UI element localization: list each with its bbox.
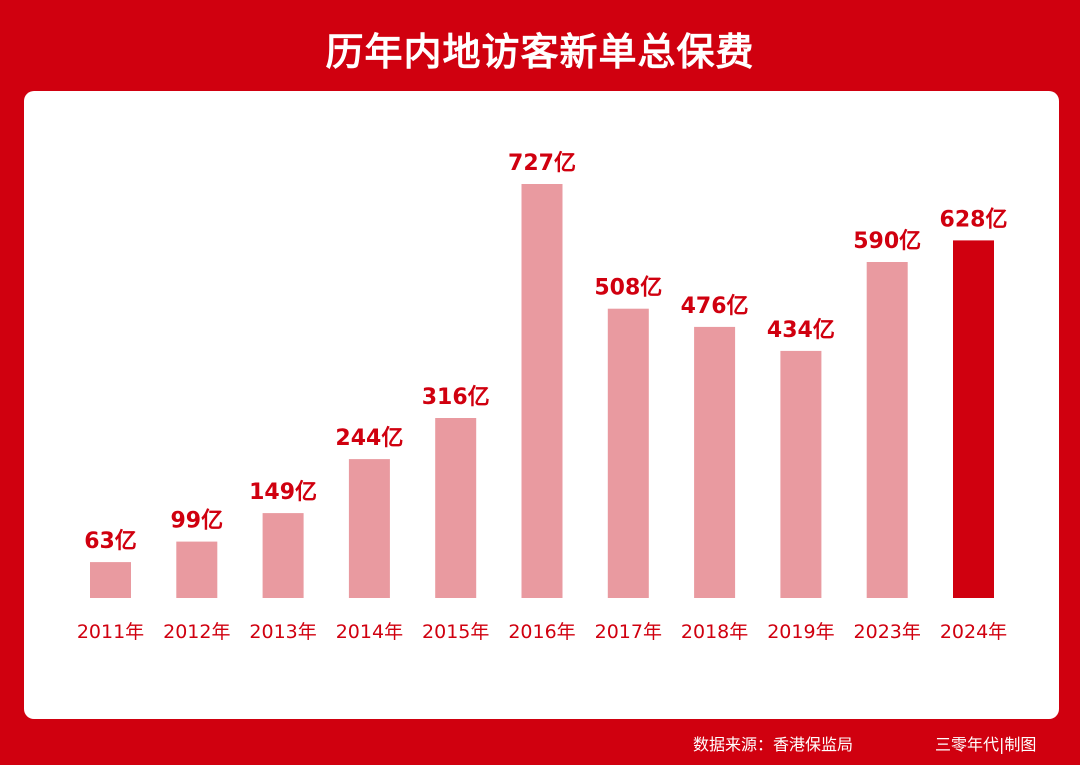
value-label: 316亿 [422,385,490,410]
x-tick-label: 2011年 [77,621,144,643]
bar-2015年 [435,418,477,598]
x-tick-label: 2023年 [854,621,921,643]
bar-2017年 [607,308,649,598]
value-label: 244亿 [335,426,403,451]
x-tick-label: 2015年 [422,621,489,643]
bar-2016年 [521,184,563,598]
value-label: 149亿 [249,480,317,505]
value-label: 628亿 [940,207,1008,232]
x-tick-label: 2013年 [249,621,316,643]
x-tick-label: 2014年 [336,621,403,643]
bar-2013年 [262,513,304,598]
value-label: 63亿 [84,529,137,554]
bar-2023年 [866,262,908,598]
bar-2024年 [953,240,994,598]
bar-2018年 [694,326,736,598]
bar-2012年 [176,541,218,598]
x-tick-label: 2016年 [508,621,575,643]
bar-2019年 [780,350,822,598]
x-tick-label: 2024年 [940,621,1007,643]
bar-2014年 [348,459,390,598]
chart-credit: 三零年代|制图 [935,735,1037,754]
value-label: 434亿 [767,318,835,343]
value-label: 727亿 [508,151,576,176]
bar-2011年 [90,562,131,598]
chart-title: 历年内地访客新单总保费 [325,30,755,74]
value-label: 99亿 [170,509,223,534]
value-label: 590亿 [853,229,921,254]
value-label: 476亿 [681,294,749,319]
value-label: 508亿 [594,276,662,301]
x-tick-label: 2019年 [767,621,834,643]
x-tick-label: 2018年 [681,621,748,643]
x-tick-label: 2017年 [595,621,662,643]
x-tick-label: 2012年 [163,621,230,643]
data-source: 数据来源：香港保监局 [693,735,854,754]
